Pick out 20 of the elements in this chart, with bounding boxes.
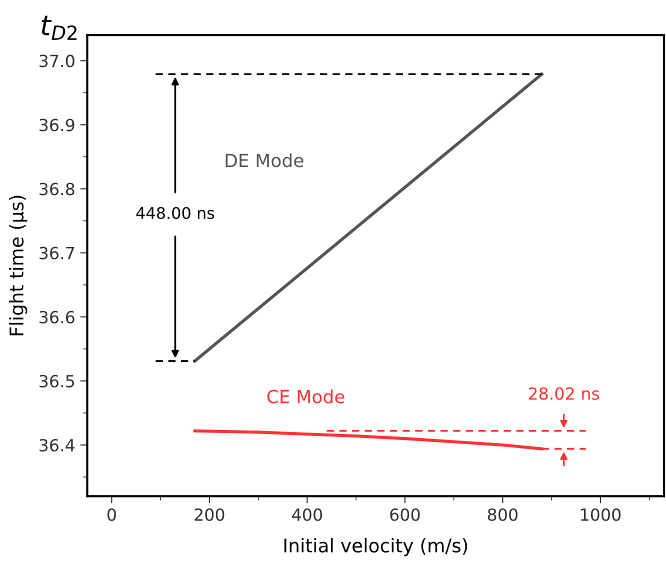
x-tick-label: 600 — [390, 508, 420, 521]
y-tick-label: 36.5 — [40, 374, 74, 388]
x-tick-label: 800 — [488, 508, 518, 521]
y-axis-title: Flight time (µs) — [9, 196, 28, 336]
annotation: 28.02 ns — [528, 387, 600, 400]
x-tick-label: 200 — [194, 508, 224, 521]
x-tick-label: 1000 — [581, 508, 621, 521]
y-tick-label: 36.7 — [40, 246, 74, 260]
text: DE Mode — [226, 153, 304, 168]
y-tick-label: 36.8 — [40, 182, 74, 196]
chart-title: t$_{D2}$ — [42, 16, 77, 40]
x-tick-label: 0 — [107, 508, 116, 521]
y-tick-label: 36.4 — [40, 438, 75, 452]
y-tick-label: 36.6 — [40, 310, 74, 324]
series-label: CE Mode — [267, 389, 344, 404]
annotation: 448.00 ns — [136, 206, 214, 220]
y-tick-label: 36.9 — [40, 118, 74, 132]
x-axis-title: Initial velocity (m/s) — [284, 538, 468, 556]
y-tick-label: 37.0 — [40, 54, 74, 68]
x-tick-label: 400 — [292, 508, 322, 521]
